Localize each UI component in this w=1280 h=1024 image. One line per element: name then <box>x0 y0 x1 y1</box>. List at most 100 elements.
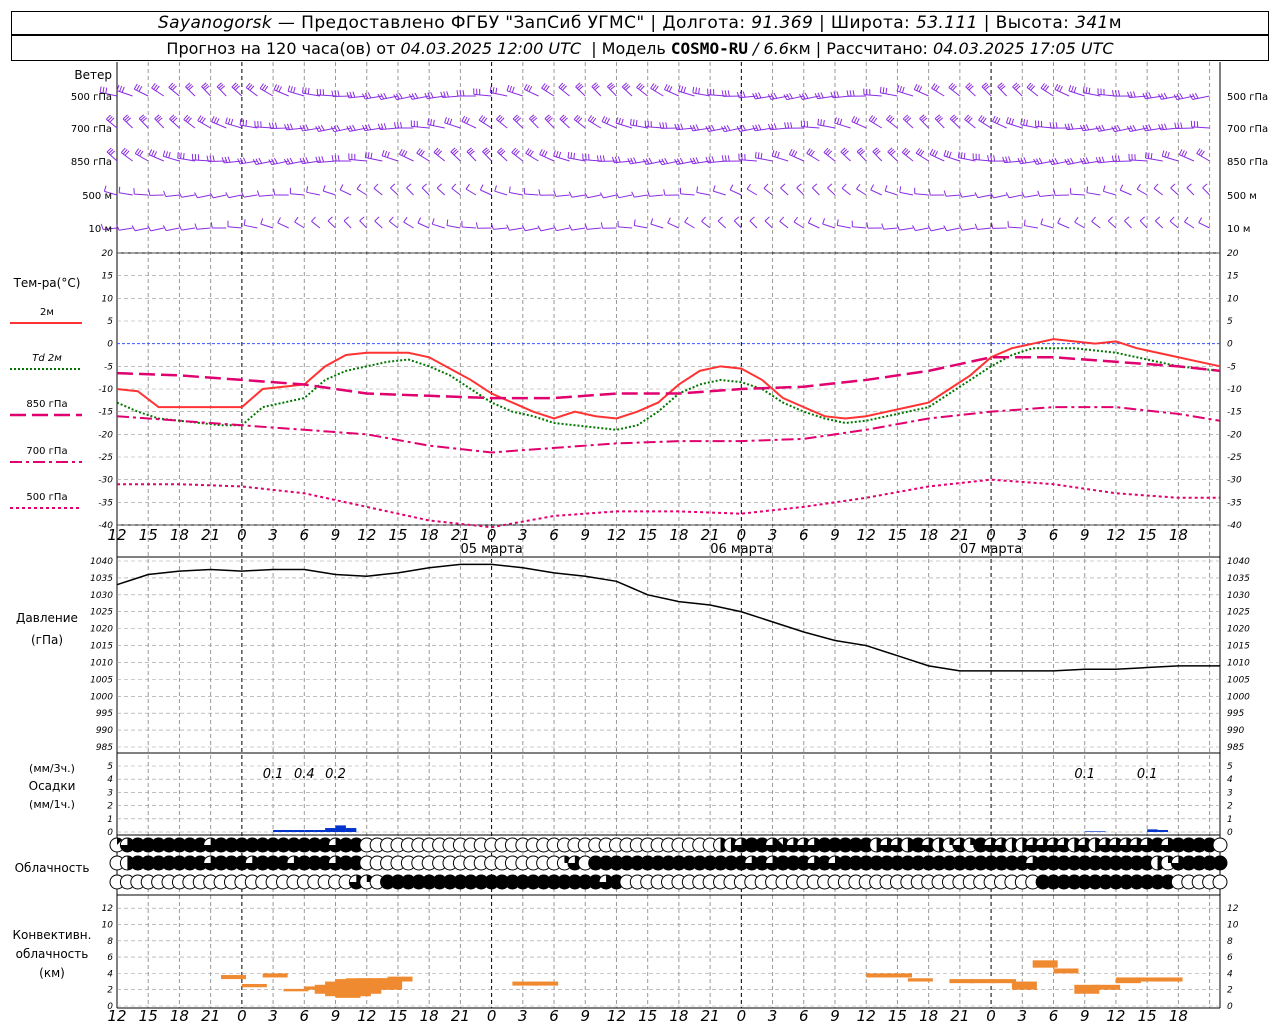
cloud-fill-full <box>848 856 863 870</box>
wind-barb-feather <box>946 150 950 157</box>
wind-barb-feather <box>163 190 167 197</box>
conv-tick-right: 6 <box>1227 953 1233 963</box>
wind-barb-feather <box>779 216 785 222</box>
wind-barb-feather <box>625 85 631 91</box>
wind-barb-feather <box>1064 159 1069 165</box>
wind-barb-feather <box>525 148 530 154</box>
wind-barb-feather <box>801 93 806 100</box>
wind-barb-feather <box>573 152 576 159</box>
wind-barb-feather <box>965 82 971 88</box>
precip-tick-left: 0 <box>107 828 113 838</box>
wind-barb-feather <box>836 219 839 226</box>
wind-barb-feather <box>1163 92 1168 99</box>
cloud-fill-full <box>245 838 260 852</box>
wind-barb <box>432 223 445 229</box>
wind-barb <box>899 191 914 196</box>
wind-barb-feather <box>1023 119 1026 126</box>
cloud-fill-part <box>786 838 801 853</box>
wind-barb-feather <box>870 116 876 122</box>
precip-annotation: 0.1 <box>1074 767 1095 782</box>
wind-barb-feather <box>527 149 532 155</box>
wind-barb-feather <box>658 159 663 165</box>
time-tick-label-bottom: 6 <box>799 1007 809 1024</box>
wind-barb-feather <box>1184 216 1189 223</box>
temp-tick-right: 10 <box>1227 294 1239 304</box>
wind-barb-feather <box>377 94 382 100</box>
wind-barb-feather <box>846 90 849 97</box>
wind-barb-feather <box>1167 151 1170 158</box>
precip-tick-left: 3 <box>107 788 113 798</box>
wind-barb-feather <box>553 190 557 197</box>
cloud-fill-full <box>1140 856 1155 870</box>
wind-barb-feather <box>916 85 920 91</box>
wind-barb <box>977 194 992 199</box>
wind-barb-feather <box>401 149 406 156</box>
wind-barb-feather <box>652 84 657 90</box>
cloud-fill-full <box>651 856 666 870</box>
wind-barb <box>348 158 367 162</box>
wind-barb <box>943 155 961 162</box>
wind-barb-feather <box>293 86 296 94</box>
time-tick-label-bottom: 3 <box>768 1007 778 1024</box>
wind-barb-feather <box>523 83 528 90</box>
wind-barb-feather <box>663 189 666 196</box>
cloud-fill-full <box>193 838 208 852</box>
wind-barb <box>901 152 914 162</box>
wind-barb <box>808 222 820 229</box>
wind-barb-feather <box>777 151 780 158</box>
wind-barb-feather <box>430 119 432 126</box>
station-name: Sayanogorsk <box>157 13 273 33</box>
wind-barb-feather <box>899 186 902 193</box>
wind-barb-feather <box>904 116 910 121</box>
wind-barb-feather <box>1129 125 1134 132</box>
cloud-fill-full <box>890 856 905 870</box>
wind-barb-feather <box>879 86 882 93</box>
wind-barb-feather <box>889 117 895 123</box>
wind-barb-feather <box>767 123 771 130</box>
time-tick-label: 6 <box>1049 526 1059 544</box>
wind-barb-feather <box>299 157 303 164</box>
cloud-fill-full <box>588 856 603 870</box>
wind-barb-feather <box>361 124 366 131</box>
cloud-fill-part <box>1140 838 1155 853</box>
precip-bar <box>273 830 284 832</box>
wind-barb-feather <box>141 117 148 123</box>
wind-barb <box>403 221 414 229</box>
conv-bar <box>221 975 247 980</box>
wind-barb <box>451 187 461 196</box>
wind-barb <box>446 225 461 229</box>
wind-barb-feather <box>446 117 450 124</box>
wind-barb-feather <box>315 126 319 132</box>
wind-barb-feather <box>783 94 788 100</box>
wind-barb-feather <box>277 217 281 224</box>
wind-barb-feather <box>139 150 144 157</box>
wind-barb-feather <box>974 223 978 230</box>
cloud-fill-full <box>234 856 249 870</box>
wind-barb-feather <box>1023 157 1027 164</box>
cloud-fill-full <box>557 875 572 889</box>
wind-barb-feather <box>437 150 443 156</box>
cloud-fill-full <box>1004 856 1019 870</box>
wind-barb-feather <box>538 189 541 196</box>
wind-barb-feather <box>245 82 251 88</box>
cloud-fill-full <box>1056 856 1071 870</box>
cloud-fill-part <box>1056 838 1071 853</box>
wind-barb-feather <box>1136 183 1141 190</box>
precip-title-1h: (мм/1ч.) <box>29 798 75 811</box>
cloud-fill-part <box>328 856 343 871</box>
wind-barb-feather <box>432 119 435 126</box>
wind-barb-feather <box>1082 157 1087 164</box>
wind-barb-feather <box>241 191 245 198</box>
wind-barb-feather <box>508 186 511 193</box>
wind-barb-feather <box>450 147 456 153</box>
wind-barb-feather <box>178 224 182 231</box>
wind-barb-feather <box>599 155 602 162</box>
wind-barb <box>618 226 633 229</box>
wind-barb <box>399 153 414 162</box>
conv-bar <box>907 978 933 982</box>
wind-barb <box>473 93 492 97</box>
time-tick-label-bottom: 3 <box>518 1007 528 1024</box>
wind-barb-feather <box>420 150 425 157</box>
wind-barb-feather <box>558 82 564 88</box>
wind-level-left: 500 м <box>82 191 112 202</box>
